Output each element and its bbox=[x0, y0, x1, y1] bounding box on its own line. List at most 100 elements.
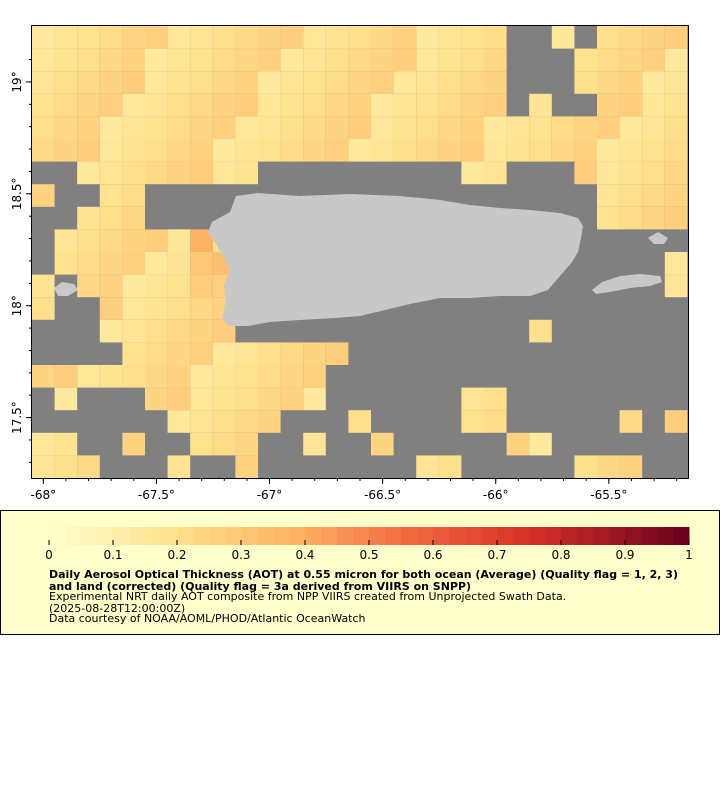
aot-cell-185 bbox=[99, 206, 123, 230]
aot-cell-13 bbox=[325, 26, 349, 49]
aot-cell-172 bbox=[574, 161, 597, 185]
aot-cell-102 bbox=[642, 93, 665, 117]
colorbar-segment bbox=[625, 527, 642, 545]
aot-cell-53 bbox=[54, 71, 78, 94]
colorbar-segment bbox=[529, 527, 546, 545]
aot-cell-231 bbox=[529, 319, 552, 343]
aot-cell-156 bbox=[551, 139, 575, 162]
colorbar-cells bbox=[49, 527, 690, 545]
aot-cell-75 bbox=[619, 71, 643, 94]
aot-cell-173 bbox=[597, 161, 620, 185]
aot-cell-129 bbox=[597, 116, 620, 139]
aot-cell-64 bbox=[303, 71, 326, 94]
aot-cell-54 bbox=[77, 71, 100, 94]
aot-cell-66 bbox=[348, 71, 371, 94]
colorbar-segment bbox=[481, 527, 498, 545]
aot-cell-221 bbox=[145, 297, 168, 320]
aot-cell-115 bbox=[280, 116, 304, 139]
aot-cell-177 bbox=[32, 184, 55, 207]
aot-cell-94 bbox=[393, 93, 417, 117]
aot-cell-48 bbox=[597, 48, 620, 72]
aot-cell-280 bbox=[212, 432, 236, 456]
aot-cell-285 bbox=[529, 432, 552, 456]
aot-cell-59 bbox=[190, 71, 213, 94]
aot-cell-27 bbox=[54, 48, 78, 72]
colorbar-segment bbox=[641, 527, 658, 545]
aot-cell-141 bbox=[212, 139, 236, 162]
lat-tick-label: 18.5° bbox=[10, 177, 24, 210]
aot-cell-106 bbox=[77, 116, 100, 139]
aot-cell-251 bbox=[235, 365, 258, 388]
aot-cell-126 bbox=[529, 116, 552, 139]
aot-cell-168 bbox=[212, 161, 236, 185]
aot-cell-233 bbox=[145, 342, 168, 365]
aot-cell-174 bbox=[619, 161, 643, 185]
aot-cell-188 bbox=[619, 206, 643, 230]
aot-cell-112 bbox=[212, 116, 236, 139]
aot-cell-57 bbox=[145, 71, 168, 94]
aot-cell-133 bbox=[32, 139, 55, 162]
aot-cell-257 bbox=[167, 387, 191, 411]
aot-cell-166 bbox=[167, 161, 191, 185]
aot-cell-82 bbox=[122, 93, 145, 117]
aot-cell-130 bbox=[619, 116, 643, 139]
colorbar-segment bbox=[465, 527, 482, 545]
aot-cell-193 bbox=[99, 229, 123, 252]
aot-cell-150 bbox=[416, 139, 439, 162]
aot-cell-202 bbox=[99, 252, 123, 275]
aot-cell-132 bbox=[664, 116, 688, 139]
aot-cell-22 bbox=[597, 26, 620, 49]
aot-cell-222 bbox=[167, 297, 191, 320]
aot-cell-225 bbox=[99, 319, 123, 343]
aot-cell-15 bbox=[371, 26, 394, 49]
colorbar-segment bbox=[545, 527, 562, 545]
aot-cell-211 bbox=[99, 274, 123, 298]
aot-cell-252 bbox=[258, 365, 281, 388]
lat-tick-label: 18° bbox=[10, 295, 24, 316]
lon-tick-label: -66.5° bbox=[364, 488, 401, 502]
legend-description-text: Experimental NRT daily AOT composite fro… bbox=[49, 590, 567, 603]
colorbar-tick-label: 0 bbox=[45, 548, 53, 562]
colorbar-segment bbox=[273, 527, 290, 545]
mona-island bbox=[54, 282, 78, 296]
aot-cell-85 bbox=[190, 93, 213, 117]
aot-cell-100 bbox=[597, 93, 620, 117]
aot-cell-182 bbox=[642, 184, 665, 207]
aot-cell-242 bbox=[32, 365, 55, 388]
aot-cell-105 bbox=[54, 116, 78, 139]
aot-cell-4 bbox=[122, 26, 145, 49]
aot-cell-41 bbox=[371, 48, 394, 72]
aot-cell-35 bbox=[235, 48, 258, 72]
aot-cell-215 bbox=[190, 274, 213, 298]
aot-cell-217 bbox=[664, 274, 688, 298]
colorbar-segment bbox=[129, 527, 146, 545]
main-island bbox=[208, 193, 583, 326]
aot-cell-214 bbox=[167, 274, 191, 298]
aot-cell-267 bbox=[190, 410, 213, 433]
aot-cell-2 bbox=[77, 26, 100, 49]
aot-cell-17 bbox=[416, 26, 439, 49]
aot-cell-128 bbox=[574, 116, 597, 139]
aot-cell-164 bbox=[122, 161, 145, 185]
aot-cell-171 bbox=[484, 161, 507, 185]
legend-description: Experimental NRT daily AOT composite fro… bbox=[49, 591, 689, 615]
aot-cell-192 bbox=[77, 229, 100, 252]
aot-cell-118 bbox=[348, 116, 371, 139]
aot-cell-241 bbox=[325, 342, 349, 365]
aot-cell-165 bbox=[145, 161, 168, 185]
aot-cell-186 bbox=[122, 206, 145, 230]
aot-cell-32 bbox=[167, 48, 191, 72]
aot-cell-284 bbox=[506, 432, 530, 456]
aot-cell-77 bbox=[664, 71, 688, 94]
aot-cell-151 bbox=[438, 139, 462, 162]
aot-cell-137 bbox=[122, 139, 145, 162]
colorbar-tick-label: 0.2 bbox=[167, 548, 186, 562]
aot-cell-206 bbox=[190, 252, 213, 275]
aot-cell-65 bbox=[325, 71, 349, 94]
aot-cell-111 bbox=[190, 116, 213, 139]
aot-cell-127 bbox=[551, 116, 575, 139]
aot-cell-184 bbox=[77, 206, 100, 230]
colorbar-segment bbox=[289, 527, 306, 545]
aot-cell-72 bbox=[484, 71, 507, 94]
aot-cell-44 bbox=[438, 48, 462, 72]
